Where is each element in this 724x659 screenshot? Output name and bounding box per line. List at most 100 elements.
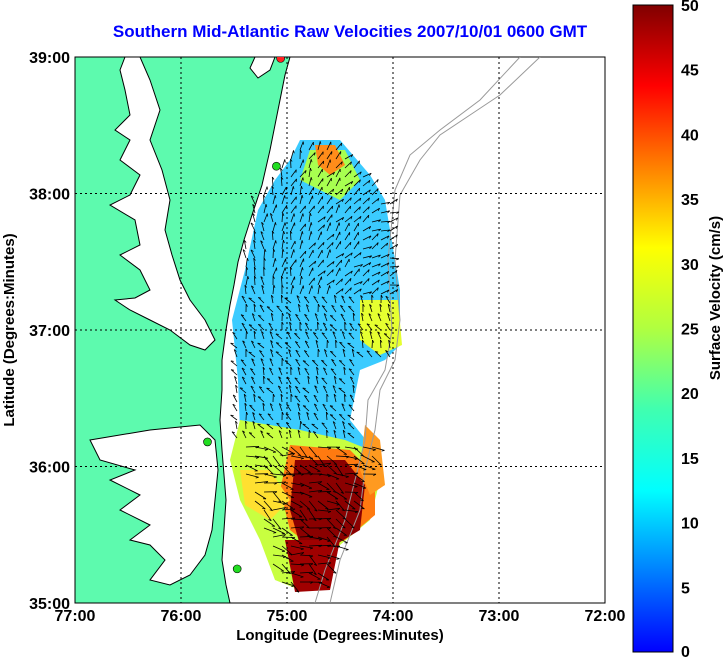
velocity-arrow — [389, 211, 399, 214]
velocity-arrow-head — [379, 303, 383, 307]
velocity-arrow-head — [332, 385, 336, 388]
velocity-arrow — [250, 368, 256, 376]
velocity-arrow-head — [368, 262, 372, 266]
velocity-arrow — [281, 554, 294, 562]
velocity-arrow — [260, 231, 265, 241]
velocity-arrow — [335, 518, 346, 529]
velocity-arrow-head — [341, 253, 345, 257]
velocity-arrow — [281, 527, 293, 536]
velocity-arrow-head — [341, 278, 343, 282]
velocity-arrow — [334, 295, 337, 304]
velocity-arrow — [322, 385, 328, 394]
velocity-arrow — [308, 490, 322, 493]
velocity-arrow — [326, 536, 336, 548]
velocity-arrow-head — [246, 257, 249, 262]
velocity-arrow — [326, 233, 335, 241]
velocity-arrow — [317, 205, 324, 214]
velocity-arrow — [272, 455, 282, 467]
velocity-arrow — [272, 491, 282, 503]
velocity-arrow-head — [317, 303, 320, 307]
velocity-arrow — [362, 172, 372, 178]
velocity-arrow — [362, 246, 372, 250]
velocity-arrow — [305, 304, 310, 313]
velocity-arrow-head — [322, 242, 325, 246]
velocity-arrow-head — [378, 219, 381, 223]
velocity-arrow — [284, 342, 292, 349]
velocity-arrow-head — [248, 324, 253, 326]
velocity-arrow — [258, 324, 265, 331]
velocity-arrow-head — [368, 269, 370, 273]
velocity-arrow-head — [333, 572, 337, 574]
velocity-arrow — [302, 405, 310, 412]
velocity-arrow-head — [375, 351, 379, 353]
velocity-arrow — [326, 177, 332, 187]
velocity-arrow-head — [296, 295, 300, 298]
velocity-arrow — [248, 297, 256, 304]
velocity-arrow — [241, 295, 247, 304]
velocity-arrow-head — [305, 322, 309, 325]
velocity-arrow — [267, 413, 274, 421]
velocity-arrow — [290, 446, 301, 456]
velocity-arrow — [258, 297, 265, 304]
velocity-arrow — [338, 360, 346, 367]
velocity-arrow-head — [298, 303, 301, 307]
velocity-arrow-head — [317, 348, 320, 352]
velocity-arrow-head — [308, 429, 311, 433]
velocity-arrow — [332, 385, 337, 394]
velocity-arrow-head — [306, 412, 310, 415]
velocity-arrow-head — [386, 271, 390, 275]
velocity-arrow — [270, 349, 274, 358]
velocity-arrow-head — [281, 357, 284, 361]
velocity-arrow-head — [300, 420, 303, 424]
velocity-arrow — [343, 367, 346, 376]
velocity-arrow-head — [341, 331, 345, 334]
velocity-arrow-head — [339, 360, 343, 362]
velocity-arrow-head — [329, 285, 331, 289]
velocity-arrow — [329, 315, 337, 322]
velocity-arrow — [263, 194, 265, 205]
velocity-arrow-head — [341, 188, 344, 193]
velocity-arrow — [276, 305, 283, 313]
velocity-arrow-head — [270, 472, 274, 475]
velocity-arrow — [344, 500, 356, 510]
velocity-arrow — [245, 446, 260, 448]
velocity-arrow — [250, 222, 256, 232]
velocity-arrow — [298, 304, 301, 313]
velocity-arrow — [290, 169, 297, 178]
velocity-arrow-head — [259, 304, 263, 307]
y-tick-label: 37:00 — [29, 323, 70, 340]
velocity-arrow — [321, 377, 328, 385]
velocity-arrow-head — [286, 422, 290, 425]
velocity-arrow — [335, 198, 344, 205]
velocity-arrow-head — [340, 491, 344, 494]
velocity-arrow — [335, 259, 343, 268]
velocity-arrow-head — [260, 358, 264, 361]
velocity-arrow — [297, 430, 301, 439]
velocity-arrow — [252, 412, 256, 421]
velocity-arrow — [313, 412, 319, 421]
velocity-arrow — [240, 314, 247, 322]
velocity-arrow-head — [231, 431, 235, 434]
velocity-arrow — [335, 222, 340, 232]
velocity-arrow-head — [264, 449, 268, 451]
velocity-arrow-head — [250, 368, 254, 371]
velocity-arrow — [245, 258, 248, 268]
velocity-arrow — [317, 249, 323, 259]
velocity-arrow — [272, 240, 277, 250]
velocity-arrow-head — [332, 331, 336, 334]
velocity-arrow-head — [288, 313, 291, 316]
velocity-arrow-head — [279, 403, 282, 406]
velocity-arrow-head — [359, 206, 361, 210]
velocity-arrow-head — [280, 176, 284, 180]
velocity-arrow-head — [354, 511, 359, 514]
velocity-arrow-head — [270, 312, 274, 316]
velocity-arrow-head — [350, 181, 354, 185]
velocity-arrow — [332, 421, 337, 430]
velocity-arrow-head — [395, 217, 399, 221]
velocity-arrow — [230, 369, 238, 376]
velocity-arrow-head — [275, 240, 277, 244]
velocity-arrow-head — [362, 303, 365, 307]
velocity-arrow — [347, 414, 355, 421]
velocity-arrow — [266, 306, 274, 313]
velocity-arrow — [272, 464, 284, 474]
